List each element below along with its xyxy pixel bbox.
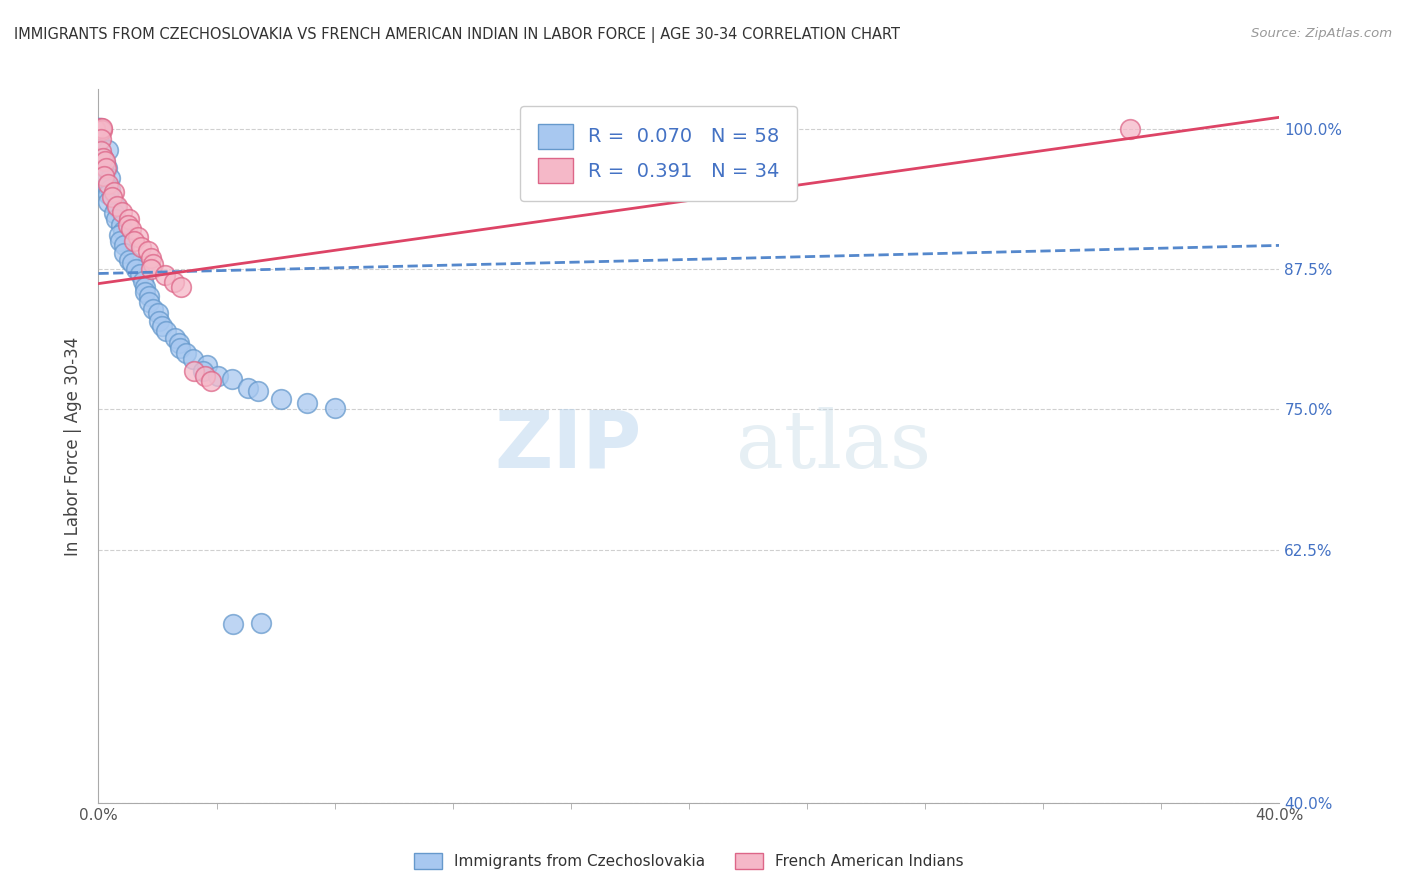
Point xyxy=(96,179,118,194)
Point xyxy=(1118,121,1140,136)
Point xyxy=(86,121,108,136)
Point xyxy=(155,324,177,338)
Point xyxy=(105,199,128,213)
Legend: Immigrants from Czechoslovakia, French American Indians: Immigrants from Czechoslovakia, French A… xyxy=(408,847,970,875)
Point xyxy=(89,134,111,148)
Text: Source: ZipAtlas.com: Source: ZipAtlas.com xyxy=(1251,27,1392,40)
Point xyxy=(146,306,169,320)
Point xyxy=(132,274,155,288)
Point xyxy=(87,120,110,135)
Legend: R =  0.070   N = 58, R =  0.391   N = 34: R = 0.070 N = 58, R = 0.391 N = 34 xyxy=(520,106,797,201)
Point xyxy=(91,151,114,165)
Point xyxy=(110,219,132,233)
Point xyxy=(84,122,107,136)
Point xyxy=(90,121,112,136)
Point xyxy=(170,280,193,294)
Point xyxy=(174,346,197,360)
Point xyxy=(100,170,122,185)
Point xyxy=(94,161,117,175)
Point xyxy=(117,218,139,232)
Point xyxy=(153,268,176,282)
Point xyxy=(169,341,191,355)
Point xyxy=(83,120,105,135)
Point xyxy=(91,122,114,136)
Point xyxy=(138,295,160,310)
Point xyxy=(96,161,118,175)
Point xyxy=(142,302,165,317)
Point xyxy=(134,285,156,299)
Point xyxy=(167,336,190,351)
Point xyxy=(103,206,125,220)
Y-axis label: In Labor Force | Age 30-34: In Labor Force | Age 30-34 xyxy=(65,336,83,556)
Point xyxy=(93,166,115,180)
Point xyxy=(194,368,217,383)
Point xyxy=(297,395,319,409)
Point xyxy=(150,318,173,333)
Point xyxy=(94,156,117,170)
Point xyxy=(121,256,143,270)
Point xyxy=(105,200,128,214)
Point xyxy=(141,261,163,276)
Point xyxy=(118,212,141,227)
Point xyxy=(87,121,110,136)
Point xyxy=(89,121,111,136)
Point xyxy=(128,268,150,282)
Point xyxy=(141,251,163,265)
Point xyxy=(97,177,120,191)
Point xyxy=(250,615,273,630)
Point xyxy=(84,123,107,137)
Point xyxy=(105,211,128,226)
Point xyxy=(193,364,215,378)
Point xyxy=(323,401,346,416)
Point xyxy=(200,374,222,388)
Point xyxy=(87,121,110,136)
Point xyxy=(207,369,229,384)
Point xyxy=(84,122,107,136)
Point xyxy=(163,275,186,289)
Point xyxy=(129,240,152,254)
Point xyxy=(93,169,115,183)
Point xyxy=(112,246,135,260)
Point xyxy=(91,151,114,165)
Text: ZIP: ZIP xyxy=(495,407,641,485)
Point xyxy=(195,358,218,372)
Text: IMMIGRANTS FROM CZECHOSLOVAKIA VS FRENCH AMERICAN INDIAN IN LABOR FORCE | AGE 30: IMMIGRANTS FROM CZECHOSLOVAKIA VS FRENCH… xyxy=(14,27,900,43)
Point xyxy=(97,194,120,209)
Point xyxy=(181,352,204,367)
Point xyxy=(98,182,121,196)
Point xyxy=(124,234,146,248)
Point xyxy=(221,371,243,385)
Point xyxy=(236,380,259,394)
Point xyxy=(142,257,165,271)
Text: atlas: atlas xyxy=(737,407,931,485)
Point xyxy=(101,190,124,204)
Point xyxy=(97,143,120,157)
Point xyxy=(97,187,120,202)
Point xyxy=(89,121,111,136)
Point xyxy=(108,234,131,248)
Point xyxy=(94,154,117,169)
Point xyxy=(111,205,134,219)
Point xyxy=(127,230,149,244)
Point xyxy=(270,392,292,406)
Point xyxy=(165,331,187,345)
Point xyxy=(90,144,112,158)
Point xyxy=(112,238,135,252)
Point xyxy=(90,132,112,146)
Point xyxy=(221,616,243,631)
Point xyxy=(124,262,146,277)
Point xyxy=(112,224,135,238)
Point xyxy=(136,244,159,259)
Point xyxy=(120,222,142,236)
Point xyxy=(138,289,160,303)
Point xyxy=(247,384,270,399)
Point xyxy=(103,185,125,199)
Point xyxy=(148,314,170,328)
Point xyxy=(108,228,131,243)
Point xyxy=(183,364,205,378)
Point xyxy=(117,252,139,267)
Point xyxy=(134,280,156,294)
Point xyxy=(90,121,112,136)
Point xyxy=(83,121,105,136)
